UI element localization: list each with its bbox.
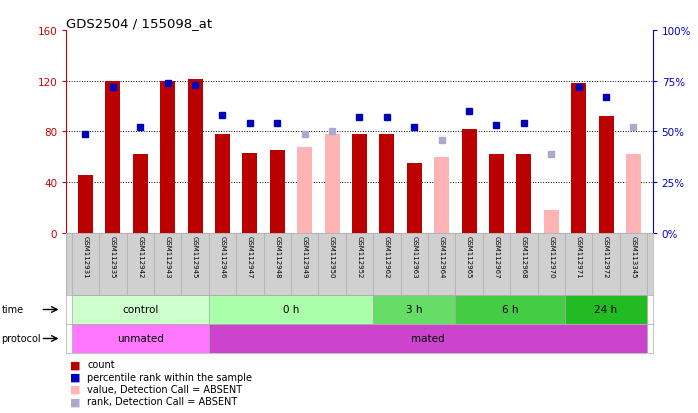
Text: GSM112945: GSM112945 [192, 235, 198, 278]
Bar [407, 164, 422, 233]
Bar [461, 130, 477, 233]
Text: 6 h: 6 h [502, 305, 519, 315]
Bar [160, 81, 175, 233]
Text: mated: mated [411, 334, 445, 344]
Bar [489, 155, 504, 233]
Bar [544, 211, 559, 233]
Bar [626, 155, 641, 233]
Bar [373, 295, 455, 324]
Bar [78, 175, 93, 233]
Text: GSM112947: GSM112947 [247, 235, 253, 278]
Text: GDS2504 / 155098_at: GDS2504 / 155098_at [66, 17, 212, 29]
Bar [209, 295, 373, 324]
Text: GSM112972: GSM112972 [603, 235, 609, 278]
Text: GSM112952: GSM112952 [357, 235, 362, 278]
Bar [455, 295, 565, 324]
Bar [72, 295, 209, 324]
Text: ■: ■ [70, 384, 80, 394]
Bar [517, 155, 531, 233]
Text: value, Detection Call = ABSENT: value, Detection Call = ABSENT [87, 384, 242, 394]
Bar [297, 147, 312, 233]
Text: 3 h: 3 h [406, 305, 422, 315]
Bar [105, 81, 121, 233]
Text: 0 h: 0 h [283, 305, 299, 315]
Text: control: control [122, 305, 158, 315]
Bar [269, 151, 285, 233]
Bar [598, 117, 614, 233]
Text: GSM112968: GSM112968 [521, 235, 527, 278]
Text: GSM112971: GSM112971 [576, 235, 581, 278]
Bar [571, 84, 586, 233]
Bar [133, 155, 148, 233]
Text: GSM112965: GSM112965 [466, 235, 472, 278]
Text: GSM113345: GSM113345 [630, 235, 637, 278]
Bar [242, 154, 258, 233]
Text: GSM112963: GSM112963 [411, 235, 417, 278]
Text: GSM112970: GSM112970 [548, 235, 554, 278]
Text: unmated: unmated [117, 334, 164, 344]
Text: ■: ■ [70, 359, 80, 369]
Text: GSM112949: GSM112949 [302, 235, 308, 278]
Text: GSM112946: GSM112946 [219, 235, 225, 278]
Bar [434, 157, 450, 233]
Bar [565, 295, 647, 324]
Text: protocol: protocol [1, 334, 41, 344]
Text: 24 h: 24 h [595, 305, 618, 315]
Bar [352, 135, 367, 233]
Text: GSM112950: GSM112950 [329, 235, 335, 278]
Bar [209, 324, 647, 353]
Text: percentile rank within the sample: percentile rank within the sample [87, 372, 252, 382]
Bar [379, 135, 394, 233]
Text: GSM112967: GSM112967 [493, 235, 500, 278]
Text: ■: ■ [70, 396, 80, 406]
Text: GSM112948: GSM112948 [274, 235, 281, 278]
Bar [188, 80, 202, 233]
Text: GSM112931: GSM112931 [82, 235, 89, 278]
Text: GSM112943: GSM112943 [165, 235, 171, 278]
Text: GSM112942: GSM112942 [138, 235, 143, 278]
Text: GSM112962: GSM112962 [384, 235, 390, 278]
Bar [325, 135, 340, 233]
Bar [215, 135, 230, 233]
Text: time: time [1, 305, 24, 315]
Text: GSM112935: GSM112935 [110, 235, 116, 278]
Text: rank, Detection Call = ABSENT: rank, Detection Call = ABSENT [87, 396, 237, 406]
Text: GSM112964: GSM112964 [438, 235, 445, 278]
Bar [72, 324, 209, 353]
Text: ■: ■ [70, 372, 80, 382]
Text: count: count [87, 359, 115, 369]
